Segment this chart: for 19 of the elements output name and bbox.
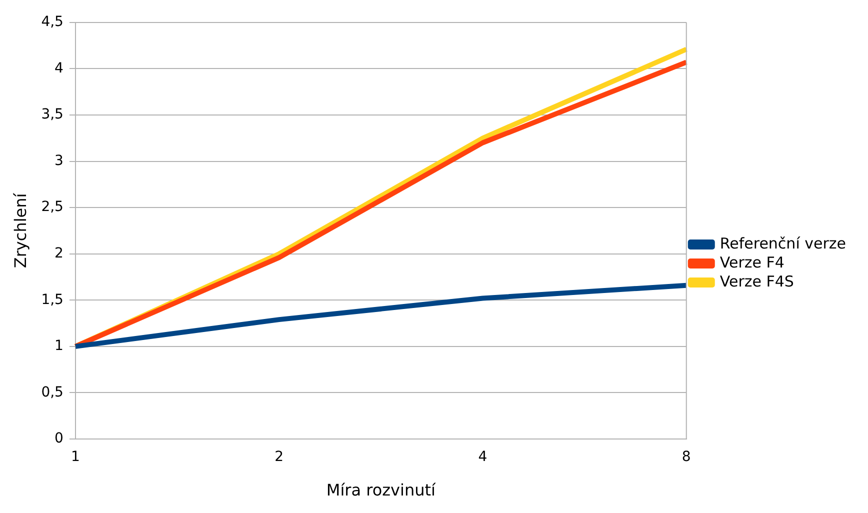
- legend-label: Verze F4S: [720, 272, 794, 290]
- x-tick-label: 4: [478, 449, 488, 466]
- legend-label: Verze F4: [720, 253, 784, 272]
- y-tick-label: 4: [54, 60, 64, 76]
- y-tick-label: 0: [54, 430, 64, 447]
- x-tick-label: 8: [682, 449, 691, 466]
- y-tick-label: 2,5: [41, 199, 64, 216]
- x-tick-label: 1: [71, 449, 80, 466]
- legend-label: Referenční verze: [720, 234, 846, 252]
- y-tick-label: 1,5: [41, 292, 64, 308]
- x-axis-title: Míra rozvinutí: [326, 480, 436, 500]
- y-tick-label: 0,5: [41, 384, 64, 400]
- y-tick-label: 2: [54, 245, 64, 262]
- y-tick-label: 1: [54, 338, 64, 354]
- y-tick-label: 4,5: [41, 14, 64, 30]
- y-tick-label: 3,5: [41, 106, 64, 123]
- y-axis-title: Zrychlení: [10, 192, 30, 268]
- x-tick-label: 2: [274, 449, 284, 466]
- y-tick-label: 3: [54, 152, 64, 169]
